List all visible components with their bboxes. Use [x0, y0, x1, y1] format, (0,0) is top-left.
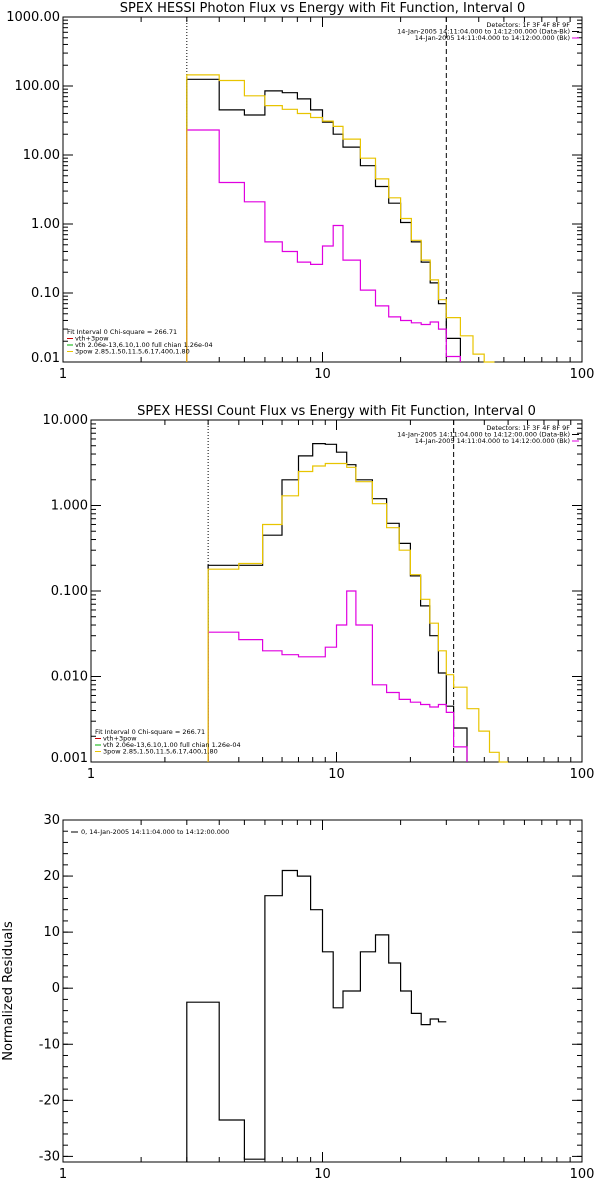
count-flux-panel: SPEX HESSI Count Flux vs Energy with Fit…: [43, 404, 595, 782]
series-1-line: [186, 129, 461, 362]
residuals-panel: 1 10 100 -30 -20 -10 0 10 20 30 Normalized Residua…: [1, 813, 594, 1182]
y-tick-label: 10.000: [43, 413, 89, 428]
legend-top-right-entry: 14-Jan-2005 14:11:04.000 to 14:12:00.000…: [415, 34, 570, 42]
legend-top-right-entry: 14-Jan-2005 14:11:04.000 to 14:12:00.000…: [415, 437, 570, 445]
series-1-line: [207, 590, 468, 762]
y-tick-label: 1.00: [31, 217, 60, 232]
y-tick-label: 0.010: [51, 670, 88, 685]
legend-bottom-left-entry: 3pow 2.85,1.50,11.5,6.17,400,1.80: [75, 348, 190, 356]
plot-frame: [90, 419, 583, 763]
series-2-line: [186, 74, 495, 363]
series-0-line: [186, 78, 461, 362]
legend-bottom-left-entry: Fit Interval 0 Chi-square = 266.71: [67, 328, 177, 336]
x-tick-label: 1: [59, 367, 67, 382]
legend-bottom-left-entry: Fit Interval 0 Chi-square = 266.71: [95, 728, 205, 736]
y-tick-label: 0.001: [51, 751, 88, 766]
y-tick-label: 1000.00: [6, 10, 60, 25]
legend-top-right-entry: Detectors: 1F 3F 4F 8F 9F: [486, 21, 570, 29]
legend-top-left-entry: 0, 14-Jan-2005 14:11:04.000 to 14:12:00.…: [81, 828, 229, 836]
legend-top-right-entry: 14-Jan-2005 14:11:04.000 to 14:12:00.000…: [397, 431, 570, 439]
y-tick-label: 30: [43, 813, 60, 828]
legend-bottom-left-entry: 3pow 2.85,1.50,11.5,6.17,400,1.80: [103, 748, 218, 756]
series-0-line: [207, 443, 468, 762]
x-tick-label: 100: [570, 367, 595, 382]
x-tick-label: 10: [314, 367, 331, 382]
plot-frame: [62, 16, 583, 363]
x-tick-label: 1: [87, 767, 95, 782]
chart-title: SPEX HESSI Count Flux vs Energy with Fit…: [137, 404, 536, 419]
legend-bottom-left-entry: vth 2.06e-13,6.10,1.00 full chian 1.26e-…: [103, 741, 241, 749]
x-tick-label: 100: [570, 1167, 595, 1182]
y-tick-label: 0.10: [31, 286, 60, 301]
legend-bottom-left-entry: vth 2.06e-13,6.10,1.00 full chian 1.26e-…: [75, 341, 213, 349]
y-tick-label: 1.000: [51, 499, 88, 514]
x-tick-label: 10: [314, 1167, 331, 1182]
y-tick-label: 10: [43, 925, 60, 940]
y-tick-label: 0.01: [31, 351, 60, 366]
x-tick-label: 1: [59, 1167, 67, 1182]
chart-title: SPEX HESSI Photon Flux vs Energy with Fi…: [120, 1, 526, 16]
legend-bottom-left-entry: vth+3pow: [103, 735, 137, 743]
y-tick-label: 0.100: [51, 584, 88, 599]
y-axis-label: Normalized Residuals: [1, 921, 16, 1061]
x-tick-label: 100: [570, 767, 595, 782]
series-2-line: [207, 462, 509, 763]
y-tick-label: -10: [39, 1037, 60, 1052]
legend-bottom-left-entry: vth+3pow: [75, 335, 109, 343]
legend-top-right-entry: 14-Jan-2005 14:11:04.000 to 14:12:00.000…: [397, 28, 570, 36]
y-tick-label: 20: [43, 869, 60, 884]
legend-top-right-entry: Detectors: 1F 3F 4F 8F 9F: [486, 424, 570, 432]
photon-flux-panel: SPEX HESSI Photon Flux vs Energy with Fi…: [6, 1, 594, 382]
y-tick-label: -20: [39, 1093, 60, 1108]
x-tick-label: 10: [328, 767, 345, 782]
y-tick-label: -30: [39, 1149, 60, 1164]
series-0-line: [186, 869, 447, 1162]
plot-frame: [62, 819, 583, 1163]
y-tick-label: 100.00: [15, 79, 61, 94]
y-tick-label: 10.00: [23, 148, 60, 163]
y-tick-label: 0: [52, 981, 60, 996]
